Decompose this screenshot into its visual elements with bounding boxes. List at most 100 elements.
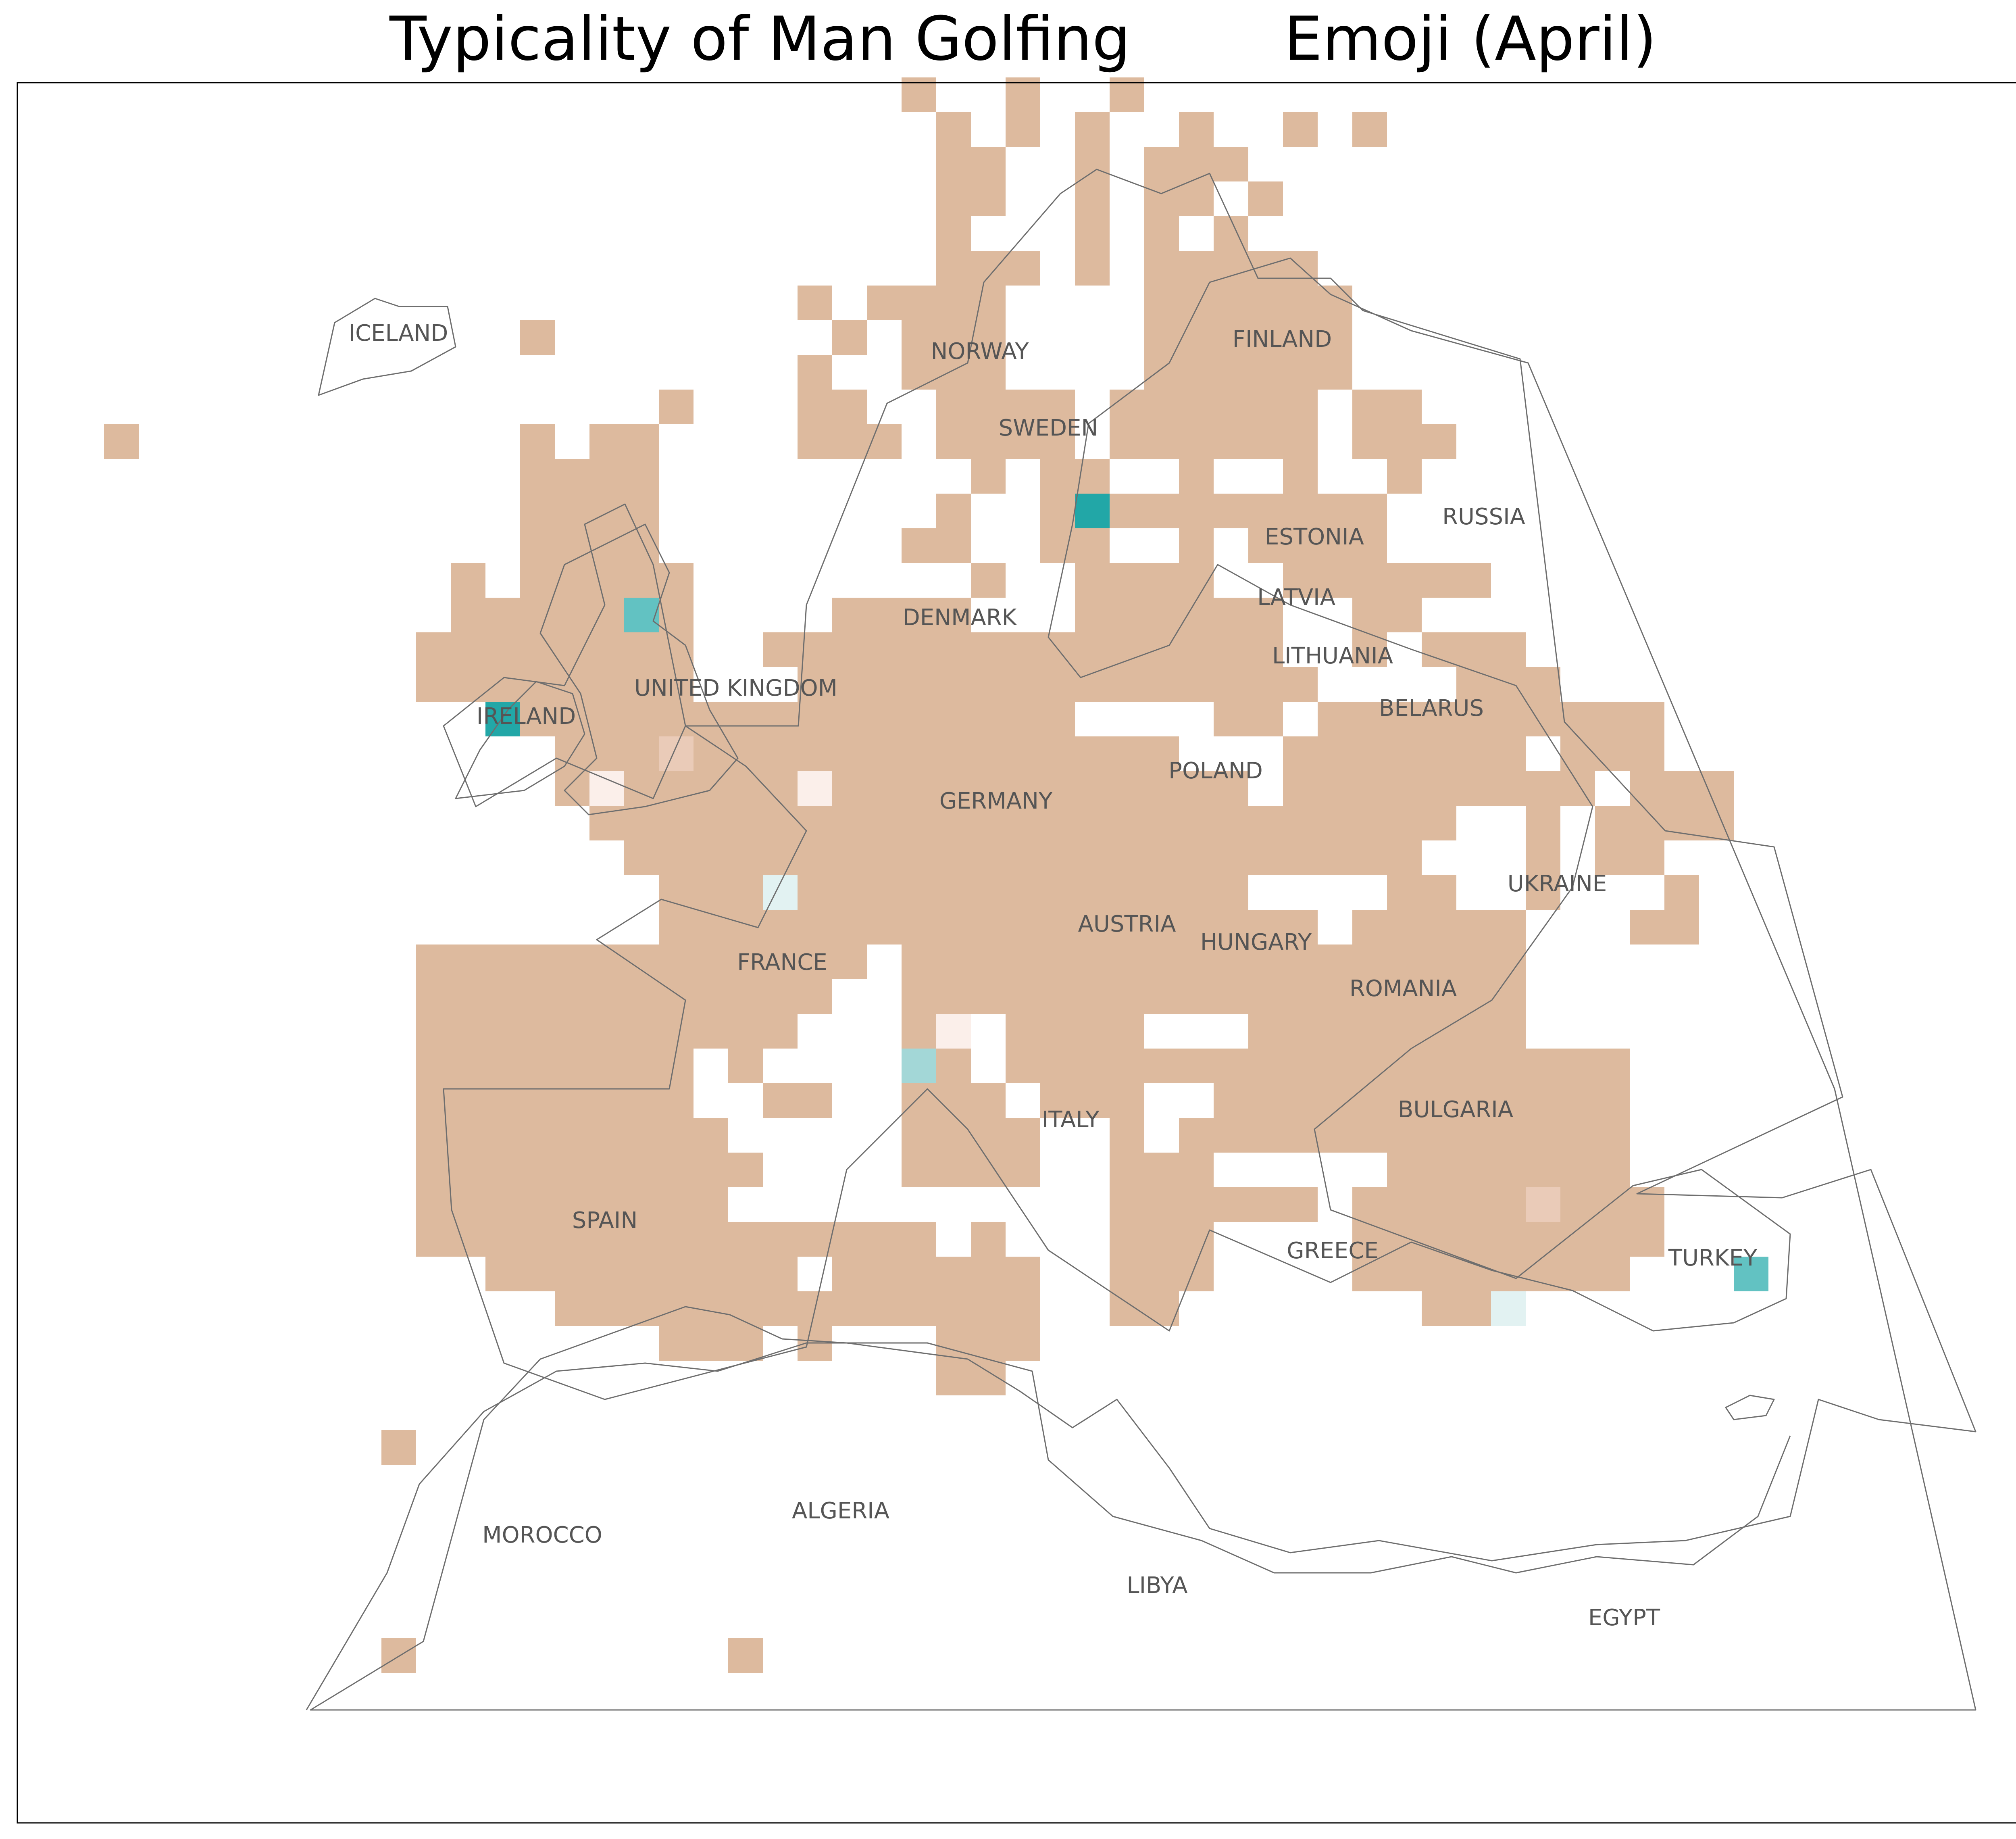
grid-cell	[589, 1049, 624, 1083]
grid-cell	[1179, 459, 1214, 494]
grid-cell	[936, 598, 971, 632]
grid-cell	[936, 1083, 971, 1118]
grid-cell	[451, 1049, 485, 1083]
grid-cell	[1006, 875, 1040, 910]
grid-cell	[485, 1014, 520, 1049]
grid-cell	[1387, 1153, 1422, 1187]
grid-cell	[624, 459, 659, 494]
grid-cell	[798, 667, 832, 702]
grid-cell	[832, 390, 867, 424]
country-label-finland: FINLAND	[1233, 326, 1332, 352]
grid-cell	[1560, 702, 1595, 736]
grid-cell	[763, 979, 798, 1014]
grid-cell	[1075, 632, 1110, 667]
grid-cell	[902, 286, 936, 320]
grid-cell	[728, 875, 763, 910]
grid-cell	[832, 945, 867, 979]
grid-cell	[1214, 840, 1248, 875]
grid-cell	[1075, 1083, 1110, 1118]
grid-cell	[624, 494, 659, 528]
grid-cell	[1075, 112, 1110, 147]
grid-cell	[1144, 216, 1179, 251]
grid-cell	[1387, 390, 1422, 424]
grid-cell	[589, 1118, 624, 1153]
grid-cell	[1283, 840, 1318, 875]
grid-cell	[867, 875, 902, 910]
grid-cell	[1352, 945, 1387, 979]
grid-cell	[971, 390, 1006, 424]
grid-cell	[902, 1014, 936, 1049]
grid-cell	[1318, 320, 1352, 355]
grid-cell	[1110, 1118, 1144, 1153]
grid-cell	[520, 1014, 555, 1049]
grid-cell	[624, 1118, 659, 1153]
grid-cell	[1491, 1153, 1526, 1187]
grid-cell	[1526, 1153, 1560, 1187]
grid-cell	[1214, 355, 1248, 390]
grid-cell	[1283, 1014, 1318, 1049]
grid-cell	[1352, 1014, 1387, 1049]
grid-cell	[971, 1326, 1006, 1361]
grid-cell	[485, 632, 520, 667]
grid-cell	[902, 771, 936, 806]
grid-cell	[763, 702, 798, 736]
grid-cell	[1075, 216, 1110, 251]
grid-cell	[728, 1222, 763, 1257]
grid-cell	[1387, 840, 1422, 875]
grid-cell	[867, 1222, 902, 1257]
grid-cell	[1040, 1083, 1075, 1118]
grid-cell	[589, 424, 624, 459]
projection-boundary	[310, 169, 1976, 1711]
grid-cell	[832, 424, 867, 459]
grid-cell	[624, 840, 659, 875]
grid-cell	[936, 1326, 971, 1361]
grid-cell	[1352, 1118, 1387, 1153]
grid-cell	[971, 147, 1006, 181]
grid-cell	[1422, 702, 1456, 736]
grid-cell	[1491, 1014, 1526, 1049]
grid-cell	[1387, 875, 1422, 910]
grid-cell	[1006, 112, 1040, 147]
grid-cell	[1352, 910, 1387, 945]
grid-cell	[1006, 910, 1040, 945]
grid-cell	[1006, 251, 1040, 286]
grid-cell	[1248, 181, 1283, 216]
grid-cell	[1075, 945, 1110, 979]
grid-cell	[589, 1187, 624, 1222]
grid-cell	[1040, 875, 1075, 910]
country-label-france: FRANCE	[737, 949, 827, 976]
grid-cell	[1456, 771, 1491, 806]
grid-cell	[1214, 702, 1248, 736]
grid-cell	[1318, 945, 1352, 979]
grid-cell	[902, 945, 936, 979]
grid-cell	[1006, 1326, 1040, 1361]
grid-cell	[1179, 667, 1214, 702]
grid-cell	[1422, 979, 1456, 1014]
grid-cell	[520, 1049, 555, 1083]
grid-cell	[867, 598, 902, 632]
grid-cell	[589, 771, 624, 806]
grid-cell	[416, 667, 451, 702]
grid-cell	[1560, 1187, 1595, 1222]
grid-cell	[1491, 979, 1526, 1014]
grid-cell	[1144, 355, 1179, 390]
grid-cell	[589, 528, 624, 563]
grid-cell	[1560, 1153, 1595, 1187]
grid-cell	[1040, 840, 1075, 875]
grid-cell	[1179, 1222, 1214, 1257]
grid-cell	[1283, 945, 1318, 979]
grid-cell	[520, 945, 555, 979]
grid-cell	[1144, 598, 1179, 632]
grid-cell	[1179, 112, 1214, 147]
grid-cell	[659, 771, 694, 806]
grid-cell	[832, 1257, 867, 1291]
grid-cell	[589, 1153, 624, 1187]
grid-cell	[1214, 251, 1248, 286]
grid-cell	[936, 702, 971, 736]
grid-cell	[1144, 1222, 1179, 1257]
country-label-ireland: IRELAND	[477, 703, 576, 730]
grid-cell	[1283, 251, 1318, 286]
grid-cell	[694, 910, 728, 945]
grid-cell	[694, 979, 728, 1014]
grid-cell	[1006, 390, 1040, 424]
